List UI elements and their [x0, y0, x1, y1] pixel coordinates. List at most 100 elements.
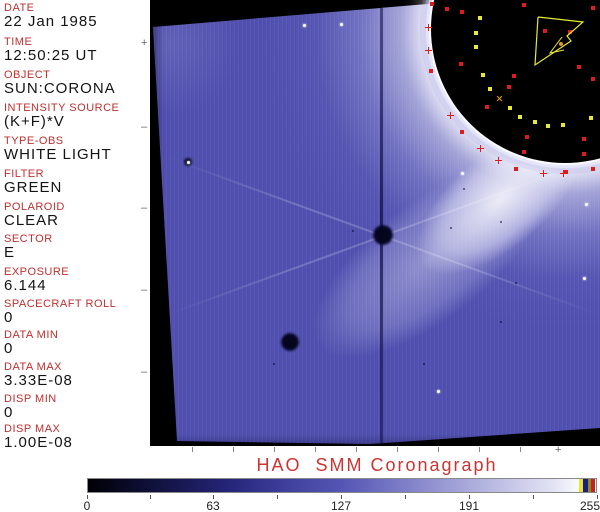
metadata-field: TIME 12:50:25 UT	[4, 36, 98, 64]
star-marker-red	[525, 135, 529, 139]
instrument-title: HAO SMM Coronagraph	[256, 455, 498, 475]
frame-tick-left: –	[141, 202, 148, 214]
star-marker-red	[495, 157, 502, 164]
star-marker-red	[447, 112, 454, 119]
white-speckle	[437, 390, 440, 393]
star-marker-red	[460, 10, 464, 14]
metadata-label: INTENSITY SOURCE	[4, 102, 120, 114]
white-speckle	[303, 24, 306, 27]
metadata-label: OBJECT	[4, 69, 51, 81]
star-marker-yellow	[474, 45, 478, 49]
metadata-label: TYPE-OBS	[4, 135, 64, 147]
star-marker-red	[445, 7, 449, 11]
dust-spot	[373, 225, 393, 245]
colorbar-stripe	[579, 479, 583, 492]
metadata-label: DATE	[4, 2, 35, 14]
metadata-field: SPACECRAFT ROLL 0	[4, 298, 116, 326]
pointing-polygon-notch	[548, 36, 565, 54]
frame-tick-left: –	[141, 121, 148, 133]
frame-tick-plus: +	[555, 444, 562, 456]
star-marker-red	[591, 167, 595, 171]
star-marker-red	[512, 74, 516, 78]
metadata-label: DISP MAX	[4, 423, 61, 435]
frame-tick-bottom	[356, 447, 357, 452]
coronagraph-image	[153, 0, 600, 444]
metadata-field: DISP MIN 0	[4, 393, 57, 421]
white-speckle	[340, 23, 343, 26]
star-marker-yellow	[481, 73, 485, 77]
star-marker-red	[568, 30, 572, 34]
colorbar-tick-label: 0	[83, 499, 91, 512]
star-marker-red	[477, 145, 484, 152]
star-marker-red	[540, 170, 547, 177]
frame-tick-bottom	[274, 447, 275, 452]
colorbar-stripe	[588, 479, 591, 492]
star-marker-yellow	[533, 120, 537, 124]
star-marker-yellow	[474, 31, 478, 35]
frame-tick-bottom	[438, 447, 439, 452]
dark-speckle	[273, 363, 275, 365]
frame-tick-bottom	[397, 447, 398, 452]
star-marker-red	[560, 170, 567, 177]
star-marker-red	[591, 6, 595, 10]
dark-speckle	[500, 221, 502, 223]
star-marker-red	[485, 105, 489, 109]
colorbar-tick	[213, 495, 214, 499]
metadata-value: 1.00E-08	[4, 434, 73, 451]
dust-spot	[281, 333, 299, 351]
metadata-value: WHITE LIGHT	[4, 146, 112, 163]
coronagraph-display	[150, 0, 600, 446]
metadata-field: DATE 22 Jan 1985	[4, 2, 98, 30]
colorbar-stripe	[591, 479, 595, 492]
dark-speckle	[352, 230, 354, 232]
star-marker-red	[522, 3, 526, 7]
metadata-label: DISP MIN	[4, 393, 57, 405]
white-speckle	[585, 203, 588, 206]
star-marker-yellow	[518, 115, 522, 119]
star-marker-red	[460, 130, 464, 134]
metadata-label: DATA MIN	[4, 329, 59, 341]
metadata-value: 12:50:25 UT	[4, 47, 98, 64]
metadata-label: DATA MAX	[4, 361, 62, 373]
white-speckle	[583, 277, 586, 280]
frame-tick-bottom	[520, 447, 521, 452]
metadata-field: TYPE-OBS WHITE LIGHT	[4, 135, 112, 163]
metadata-value: 6.144	[4, 277, 47, 294]
frame-tick-left: –	[141, 366, 148, 378]
star-marker-red	[459, 62, 463, 66]
metadata-value: SUN:CORONA	[4, 80, 116, 97]
dark-speckle	[463, 188, 465, 190]
metadata-label: TIME	[4, 36, 33, 48]
star-marker-red	[577, 65, 581, 69]
star-marker-yellow	[589, 116, 593, 120]
star-marker-red	[582, 137, 586, 141]
star-marker-yellow	[546, 124, 550, 128]
metadata-label: EXPOSURE	[4, 266, 70, 278]
annotation-overlay	[534, 16, 585, 67]
star-marker-red	[564, 170, 568, 174]
colorbar-tick	[341, 495, 342, 499]
star-marker-yellow	[561, 123, 565, 127]
metadata-value: (K+F)*V	[4, 113, 65, 130]
frame-tick-bottom	[315, 447, 316, 452]
star-marker-red	[429, 69, 433, 73]
star-marker-red	[430, 2, 434, 6]
star-marker-red	[507, 85, 511, 89]
colorbar-stripe	[583, 479, 588, 492]
metadata-label: POLAROID	[4, 201, 65, 213]
star-marker-red	[543, 29, 547, 33]
frame-tick-bottom	[479, 447, 480, 452]
colorbar-tick	[87, 495, 88, 499]
metadata-value: 0	[4, 404, 14, 421]
metadata-field: DATA MAX 3.33E-08	[4, 361, 73, 389]
metadata-value: 0	[4, 309, 14, 326]
colorbar-tick	[597, 495, 598, 499]
colorbar-tick	[150, 495, 151, 499]
colorbar-tick	[277, 495, 278, 499]
star-marker-red	[425, 47, 432, 54]
star-marker-yellow	[508, 106, 512, 110]
metadata-panel: DATE 22 Jan 1985 TIME 12:50:25 UT OBJECT SUN:…	[0, 0, 150, 455]
star-marker-yellow	[488, 87, 492, 91]
metadata-value: 22 Jan 1985	[4, 13, 98, 30]
